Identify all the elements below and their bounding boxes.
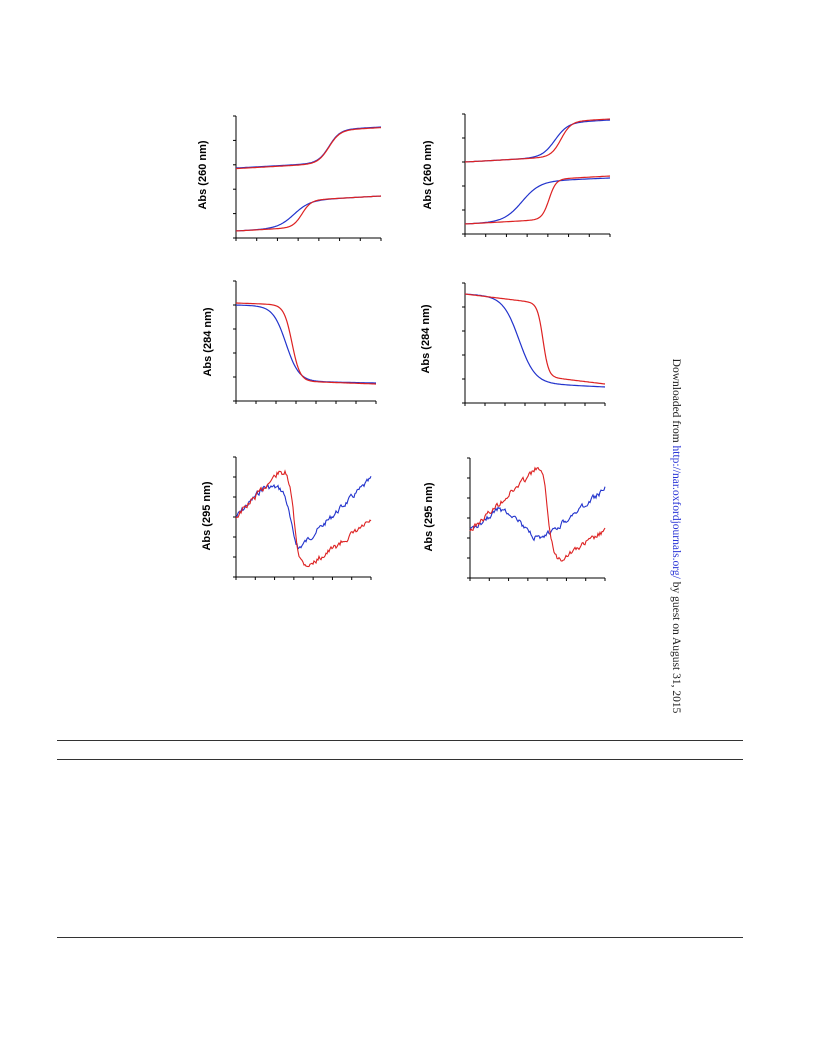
p260r-series-red-upper: [464, 118, 611, 163]
chart-260-right: [462, 113, 611, 237]
download-note-link[interactable]: http://nar.oxfordjournals.org/: [670, 445, 682, 579]
chart-295-right: [467, 457, 606, 581]
p284l-series-blue: [235, 304, 376, 384]
p260l-series-blue-lower: [235, 195, 382, 232]
chart-260-left: [233, 115, 382, 241]
ylabel-284-right: Abs (284 nm): [420, 304, 432, 374]
ylabel-260-right: Abs (260 nm): [422, 140, 434, 210]
ylabel-295-left: Abs (295 nm): [201, 481, 213, 551]
chart-284-left: [233, 280, 377, 404]
p260r-series-red-lower: [464, 175, 611, 225]
rule-middle: [57, 759, 743, 760]
p260l-series-blue-upper: [235, 126, 382, 169]
p295l-series-red: [235, 469, 372, 568]
chart-284-right: [462, 282, 606, 406]
ylabel-284-left: Abs (284 nm): [202, 307, 214, 377]
p284r-series-red: [464, 293, 606, 385]
p295r-series-red: [469, 466, 606, 562]
p295r-series-blue: [469, 486, 606, 542]
rule-bottom: [57, 937, 743, 938]
p260l-series-red-lower: [235, 195, 382, 232]
p284r-series-blue: [464, 293, 606, 388]
ylabel-260-left: Abs (260 nm): [197, 140, 209, 210]
download-note-suffix: by guest on August 31, 2015: [670, 578, 682, 714]
p295l-series-blue: [235, 476, 372, 550]
download-note-prefix: Downloaded from: [670, 358, 682, 446]
rule-top: [57, 740, 743, 741]
ylabel-295-right: Abs (295 nm): [423, 482, 435, 552]
download-note: Downloaded from http://nar.oxfordjournal…: [667, 346, 685, 726]
p260r-series-blue-lower: [465, 177, 610, 225]
p260r-series-blue-upper: [464, 119, 611, 163]
chart-295-left: [233, 456, 372, 580]
p284l-series-red: [236, 302, 376, 385]
p260l-series-red-upper: [235, 127, 382, 170]
